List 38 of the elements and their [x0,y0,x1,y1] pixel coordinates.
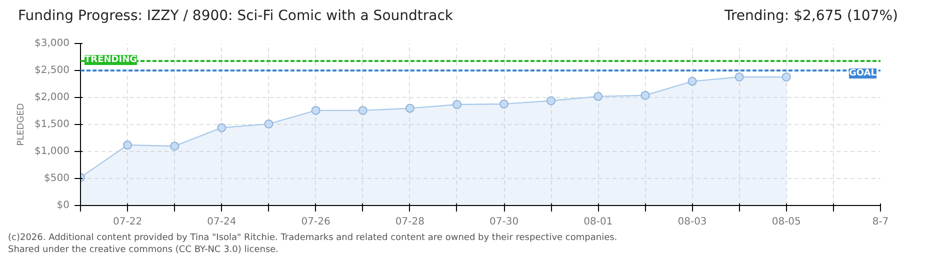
point [546,96,556,106]
x-tick-label: 08-03 [678,216,707,228]
point [217,123,226,132]
x-tick-label: 07-30 [490,216,519,228]
x-tick-label: 07-22 [113,216,142,228]
y-tick-label: $0 [56,200,70,211]
point [405,104,414,113]
y-tick-label: $500 [44,173,70,184]
y-tick-label: $1,500 [34,119,70,130]
point [640,90,650,100]
x-tick-label: 07-24 [207,216,236,228]
point [500,99,509,108]
ref-line-label: TRENDING [84,55,137,66]
point [170,142,180,151]
point [594,92,603,101]
text: Trending: $2,675 (107%) [724,7,898,26]
point [264,119,274,128]
y-tick-label: $2,500 [34,65,70,76]
ref-line-label: GOAL [849,68,877,78]
x-tick-label: 07-28 [395,216,424,228]
y-tick-label: $1,000 [34,146,70,157]
x-tick-label: 08-05 [772,216,801,228]
point [311,106,320,115]
point [734,72,744,82]
x-tick-label: 8-7 [872,216,889,228]
text: (c)2026. Additional content provided by Tina "Isola" Ritchie. Trademarks and related content are owned by their respective companies. [8,233,618,243]
point [688,76,697,86]
x-tick-label: 08-01 [584,216,613,228]
point [358,106,368,115]
point [782,72,791,82]
x-tick-label: 07-26 [301,216,330,228]
point [123,140,132,150]
text: Shared under the creative commons (CC BY-NC 3.0) license. [8,245,279,255]
chart-title: Funding Progress: IZZY / 8900: Sci-Fi Comic with a Soundtrack [18,7,454,26]
y-axis-title: PLEDGED [16,103,27,146]
y-tick-label: $3,000 [34,38,70,49]
y-tick-label: $2,000 [34,92,70,103]
point [452,100,462,110]
